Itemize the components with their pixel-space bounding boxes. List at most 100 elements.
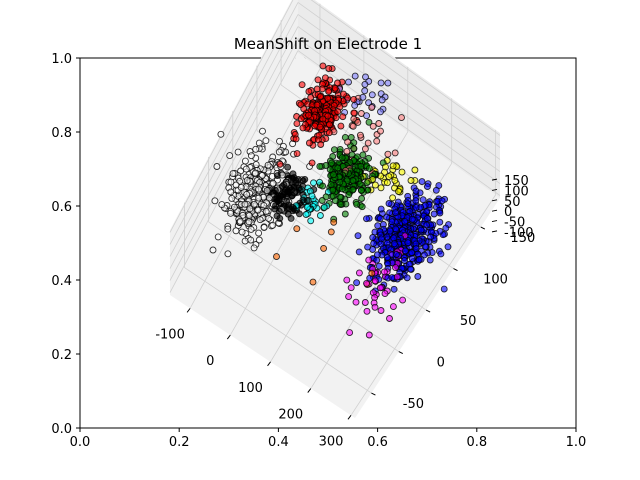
z3d-tick-mark [491,209,498,212]
scatter-point [368,104,376,111]
wall-grid-z [297,14,501,160]
scatter-point [284,163,292,171]
scatter-point [319,62,327,70]
scatter-point [255,139,263,147]
scatter-point [284,210,292,218]
scatter-point [331,197,339,205]
scatter-point [363,279,370,287]
scatter-point [363,112,371,120]
scatter-point [241,200,249,208]
scatter-point [430,210,438,218]
scatter-point [263,187,271,195]
scatter-point [388,218,396,226]
scatter-point [334,108,342,116]
scatter-point [350,145,358,152]
scatter-point [242,165,250,173]
scatter-point [343,276,351,284]
scatter-point [308,192,316,200]
scatter-point [390,240,398,248]
scatter-point [320,203,328,211]
scatter-point [337,122,345,130]
scatter-point [314,76,322,84]
scatter-point [349,186,357,194]
scatter-point [392,209,400,217]
scatter-point [361,80,369,88]
floor-grid-y [184,267,372,394]
scatter-point [408,255,416,263]
scatter-point [407,177,415,184]
x3d-tick-mark [347,415,352,420]
scatter-point [288,186,296,194]
scatter-point [384,79,392,87]
scatter-point [245,218,253,226]
scatter-point [300,105,308,113]
z3d-tick-label: -100 [504,226,534,241]
scatter-point [393,273,401,281]
scatter-point [401,247,409,255]
scatter-point [403,274,411,282]
y3d-tick-label: 50 [460,314,477,329]
outer-x-tick-label: 0.6 [367,435,388,450]
x3d-tick-mark [267,361,271,367]
outer-x-tick-label: 0.2 [169,435,190,450]
scatter-point [262,137,270,145]
wall-grid-z [297,50,501,196]
floor-grid-x [229,100,365,336]
floor-grid-x [350,194,496,416]
scatter-point [363,179,371,187]
scatter-point [354,118,362,126]
wall-grid-z [169,0,294,233]
scatter-point [275,148,283,156]
scatter-point [432,186,440,194]
scatter-point [365,331,373,339]
scatter-point [293,225,301,233]
scatter-point [259,127,266,135]
scatter-point [316,212,324,219]
z3d-tick-label: 100 [504,184,529,199]
scatter-point [375,120,383,127]
scatter-point [361,299,369,306]
scatter-point [345,78,352,86]
scatter-point [373,137,381,145]
scatter-point [369,234,377,241]
scatter-point [363,215,370,223]
y3d-tick-label: 0 [437,356,445,371]
scatter-point [363,307,371,315]
scatter-point [414,273,422,280]
scatter-point [421,243,429,251]
scatter-point [423,183,431,191]
scatter-point [238,228,246,236]
scatter-point [412,245,420,253]
scatter-point [247,236,255,244]
scatter-point [398,168,406,176]
scatter-point [412,187,420,195]
scatter-point [364,139,372,147]
scatter-point [352,298,360,306]
scatter-point [368,91,376,99]
scatter-point [310,179,317,187]
scatter-point [241,237,249,245]
scatter-point [246,205,254,213]
x3d-tick-mark [307,388,312,393]
x3d-tick-label: 300 [319,434,344,449]
axes3d-ticks: -1000100200300-50050100150-100-500501001… [155,174,535,449]
scatter-point [392,225,400,233]
y3d-tick-label: 100 [483,273,508,288]
scatter-point [437,250,445,258]
scatter-point [305,88,313,95]
scatter-point [250,200,258,208]
scatter-point [365,118,373,126]
scatter-point [364,243,372,251]
outer-x-tick-label: 1.0 [566,435,587,450]
wall-grid-z [310,0,501,136]
scatter-point [255,185,263,193]
scatter-point [381,290,389,298]
scatter-point [370,240,378,247]
scatter-point [390,234,398,242]
y3d-tick-mark [453,268,458,272]
z3d-tick-mark [491,188,498,191]
scatter-point [339,113,347,121]
scatter-point [389,162,397,170]
scatter-point [338,154,346,162]
scatter-point [412,203,420,211]
